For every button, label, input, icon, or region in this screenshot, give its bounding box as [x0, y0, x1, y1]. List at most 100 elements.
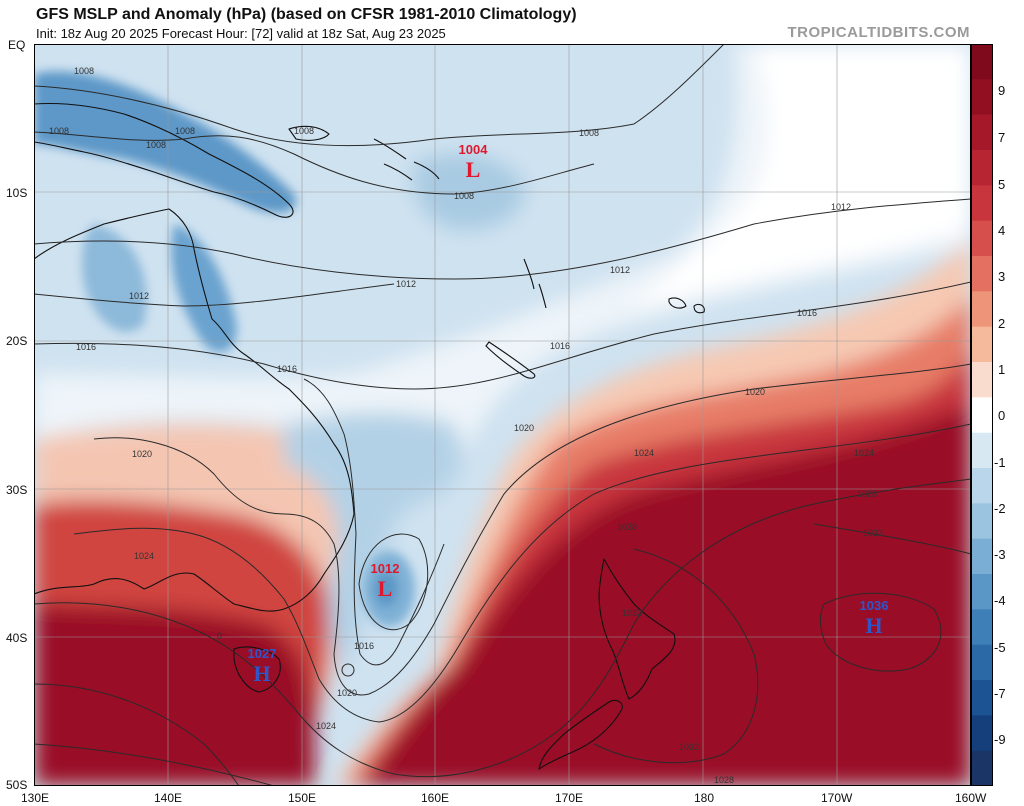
tasmania-coast [233, 646, 281, 693]
isobar-label: 1008 [579, 128, 599, 138]
lat-label-20s: 20S [6, 334, 28, 348]
isobar-label: 1024 [634, 448, 654, 458]
colorbar-label: 1 [998, 362, 1006, 377]
isobar-label: 1008 [49, 126, 69, 136]
isobar-label: 1024 [316, 721, 336, 731]
isobar-1028-a [34, 478, 971, 778]
lon-label-140e: 140E [154, 791, 183, 805]
lon-label-170w: 170W [821, 791, 853, 805]
colorbar-cell [971, 79, 993, 116]
lat-label-eq: EQ [8, 38, 26, 52]
isobar-label: 1016 [354, 641, 374, 651]
colorbar-cell [971, 432, 993, 469]
high-center-letter: H [865, 613, 882, 638]
australia-coast [34, 208, 355, 612]
colorbar-cell [971, 609, 993, 646]
isobar-label: 1016 [550, 341, 570, 351]
isobar-label: 1032 [863, 528, 883, 538]
isobar-label: 1024 [134, 551, 154, 561]
colorbar-cell [971, 44, 993, 80]
colorbar-label: 9 [998, 83, 1006, 98]
colorbar-cell [971, 362, 993, 398]
isobars [34, 44, 971, 786]
isobar-1032-c [34, 683, 240, 786]
isobar-label: 1016 [277, 364, 297, 374]
colorbar-cell [971, 680, 993, 716]
isobar-label: 1032 [622, 608, 642, 618]
isobar-label: 1008 [294, 126, 314, 136]
isobar-label: 1012 [129, 291, 149, 301]
isobar-labels: 1008 1008 1008 1008 1008 1008 1008 1012 … [49, 66, 883, 785]
colorbar-cell [971, 326, 993, 363]
isobar-1008-b [34, 131, 595, 195]
anomaly-pacific-blue [413, 153, 525, 230]
anomaly-contour-label: 0 [217, 631, 222, 641]
isobar-small-ring [341, 663, 355, 677]
isobar-label: 1020 [514, 423, 534, 433]
anomaly-white-zone [634, 44, 971, 309]
graticule [34, 44, 971, 786]
colorbar-label: 4 [998, 223, 1006, 238]
anomaly-trough-blue [284, 412, 462, 674]
colorbar-cell [971, 538, 993, 575]
isobar-1024-a [73, 423, 971, 723]
lon-label-130e: 130E [21, 791, 50, 805]
colorbar-label: -1 [994, 455, 1006, 470]
anomaly-neutral-band [34, 44, 971, 484]
lon-label-150e: 150E [288, 791, 317, 805]
colorbar-label: -9 [994, 732, 1006, 747]
colorbar-label: -4 [994, 593, 1006, 608]
anomaly-low-core [374, 571, 398, 607]
colorbar-cell [971, 397, 993, 434]
isobar-label: 1032 [679, 742, 699, 752]
low-center-letter: L [378, 576, 393, 601]
isobar-1012-low-ring [358, 533, 429, 631]
colorbar-cell [971, 291, 993, 328]
lon-label-180: 180 [694, 791, 715, 805]
isobar-label: 1028 [617, 522, 637, 532]
isobar-label: 1012 [831, 202, 851, 212]
low-center-value: 1012 [371, 561, 400, 576]
solomon-islands [373, 138, 440, 181]
isobar-label: 1012 [610, 265, 630, 275]
colorbar-label: 2 [998, 316, 1006, 331]
map-subtitle: Init: 18z Aug 20 2025 Forecast Hour: [72… [36, 26, 446, 41]
anomaly-dark-red [364, 404, 971, 786]
map-title: GFS MSLP and Anomaly (hPa) (based on CFS… [36, 6, 577, 23]
fiji-islands [668, 297, 705, 314]
anomaly-cape-york-blue [171, 224, 237, 353]
isobar-1028-low-ring [34, 743, 275, 786]
anomaly-west-dark [34, 604, 315, 786]
isobar-1020-a [93, 363, 971, 696]
isobar-label: 1028 [857, 489, 877, 499]
isobar-1032-a [593, 548, 759, 764]
colorbar-cell [971, 574, 993, 610]
isobar-label: 1016 [76, 342, 96, 352]
low-center-letter: L [466, 157, 481, 182]
lon-label-170e: 170E [555, 791, 584, 805]
lon-label-160e: 160E [421, 791, 450, 805]
colorbar-label: -3 [994, 547, 1006, 562]
isobar-1016-b [303, 378, 445, 666]
colorbar-label: -2 [994, 501, 1006, 516]
colorbar-label: 3 [998, 269, 1006, 284]
coastlines [34, 102, 705, 770]
lat-label-40s: 40S [6, 631, 28, 645]
isobar-1012-a [34, 198, 971, 280]
colorbar-cell [971, 185, 993, 222]
vanuatu-islands [523, 258, 547, 309]
isobar-label: 1008 [175, 126, 195, 136]
map-panel: 1008 1008 1008 1008 1008 1008 1008 1012 … [34, 44, 971, 786]
isobar-1016-a [34, 281, 971, 390]
lat-label-10s: 10S [6, 186, 28, 200]
nz-north-island [598, 558, 676, 700]
isobar-label: 1020 [337, 688, 357, 698]
anomaly-sw-pac-blue [82, 224, 147, 332]
isobar-1008-a [34, 44, 725, 147]
high-center-letter: H [253, 661, 270, 686]
isobar-1012-b [34, 283, 395, 307]
brand-watermark: TROPICALTIDBITS.COM [787, 24, 970, 41]
isobar-label: 1008 [454, 191, 474, 201]
new-caledonia [485, 341, 536, 379]
isobar-label: 1024 [854, 448, 874, 458]
